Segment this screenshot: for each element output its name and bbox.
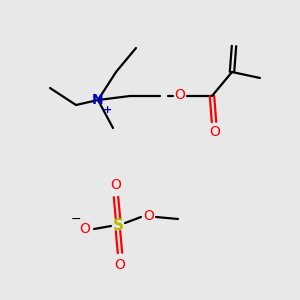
- Text: O: O: [210, 125, 220, 139]
- Text: +: +: [102, 105, 112, 115]
- Text: O: O: [111, 178, 122, 192]
- Text: S: S: [112, 218, 124, 232]
- Text: N: N: [92, 93, 104, 107]
- Text: O: O: [175, 88, 185, 102]
- Text: −: −: [71, 212, 81, 226]
- Text: O: O: [144, 209, 154, 223]
- Text: O: O: [115, 258, 125, 272]
- Text: O: O: [80, 222, 90, 236]
